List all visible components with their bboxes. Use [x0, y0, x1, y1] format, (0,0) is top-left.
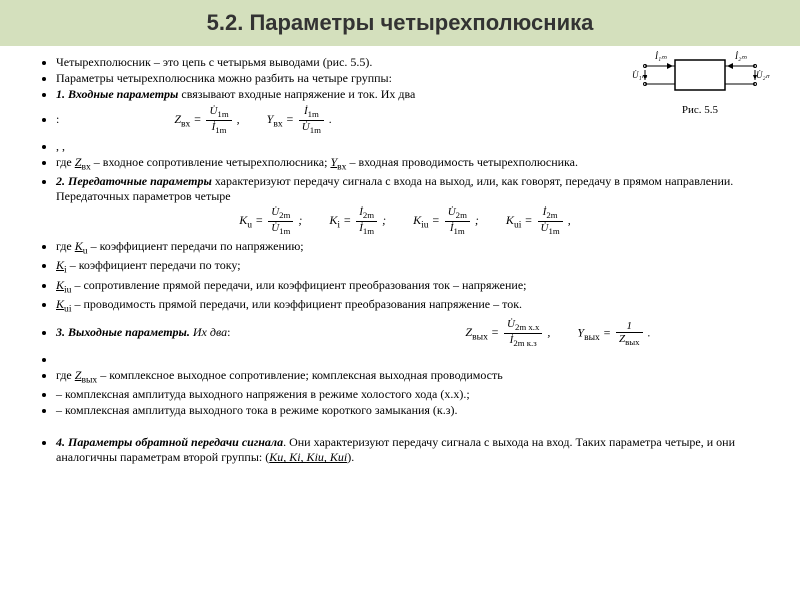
content-area: İ₁ₘ İ₂ₘ U̇₁ₘ U̇₂ₘ Рис. 5.5 Четырехполюсн…	[0, 46, 800, 474]
section-4-label: 4. Параметры обратной передачи сигнала	[56, 435, 283, 449]
section-3-label: 3. Выходные параметры.	[56, 325, 190, 339]
label-I1m: İ₁ₘ	[654, 51, 667, 61]
kiu-desc: Kiu – сопротивление прямой передачи, или…	[56, 278, 770, 296]
section-1-label: 1. Входные параметры	[56, 87, 178, 101]
kui-desc: Kui – проводимость прямой передачи, или …	[56, 297, 770, 315]
section-2-head: 2. Передаточные параметры характеризуют …	[56, 174, 770, 204]
figure-5-5: İ₁ₘ İ₂ₘ U̇₁ₘ U̇₂ₘ Рис. 5.5	[630, 48, 770, 116]
ku-desc: где Ku – коэффициент передачи по напряже…	[56, 239, 770, 257]
ki-desc: Ki – коэффициент передачи по току;	[56, 258, 770, 276]
zout-desc: где Zвых – комплексное выходное сопротив…	[56, 368, 770, 386]
section-4: 4. Параметры обратной передачи сигнала. …	[56, 435, 770, 465]
figure-caption: Рис. 5.5	[630, 104, 770, 116]
bullet-list-3: 4. Параметры обратной передачи сигнала. …	[40, 435, 770, 465]
xx-desc: – комплексная амплитуда выходного напряж…	[56, 387, 770, 402]
section-1-where: где Zвх – входное сопротивление четырехп…	[56, 155, 770, 173]
empty-bullet	[56, 352, 770, 367]
label-U2m: U̇₂ₘ	[756, 70, 770, 80]
section-2-label: 2. Передаточные параметры	[56, 174, 212, 188]
section-3-head: 3. Выходные параметры. Их два: Zвых = U̇…	[56, 316, 770, 351]
bullet-list-2: где Ku – коэффициент передачи по напряже…	[40, 239, 770, 419]
section-2-formulas: Ku = U̇2mU̇1m ; Ki = İ2mİ1m ; Kiu = U̇2m…	[40, 206, 770, 237]
kz-desc: – комплексная амплитуда выходного тока в…	[56, 403, 770, 418]
label-I2m: İ₂ₘ	[734, 51, 747, 61]
section-1-commas: , ,	[56, 139, 770, 154]
slide-title: 5.2. Параметры четырехполюсника	[0, 0, 800, 46]
